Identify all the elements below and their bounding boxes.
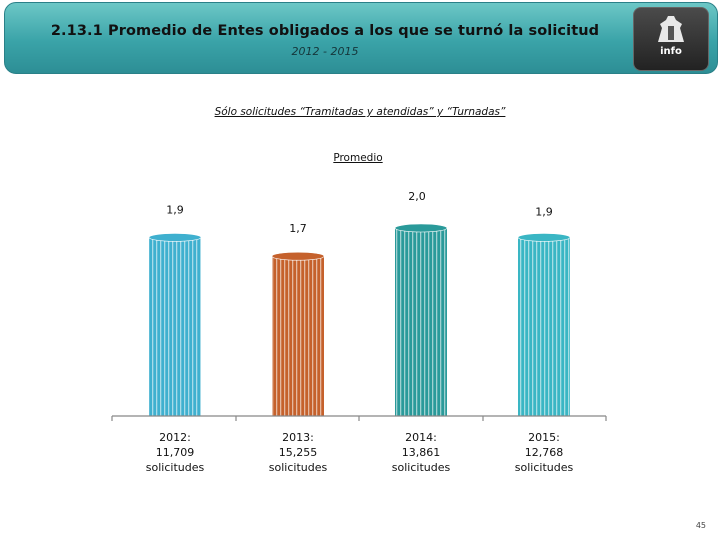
x-tick-label-2-2: solicitudes <box>392 461 451 474</box>
bar-cap-0 <box>148 233 202 242</box>
x-tick-label-1-1: 15,255 <box>279 446 318 459</box>
data-label-1: 1,7 <box>289 222 307 235</box>
x-tick-label-0-1: 11,709 <box>156 446 195 459</box>
x-tick-label-1-2: solicitudes <box>269 461 328 474</box>
data-label-3: 1,9 <box>535 205 553 218</box>
x-tick-label-1-0: 2013: <box>282 431 314 444</box>
bar-3 <box>518 237 570 416</box>
header-banner: 2.13.1 Promedio de Entes obligados a los… <box>4 2 718 74</box>
x-tick-label-2-0: 2014: <box>405 431 437 444</box>
info-logo: info <box>633 7 709 71</box>
page-number: 45 <box>695 521 706 530</box>
x-tick-label-3-2: solicitudes <box>515 461 574 474</box>
bar-cap-1 <box>271 251 325 261</box>
x-tick-label-3-1: 12,768 <box>525 446 564 459</box>
chart-title: Promedio <box>333 152 383 164</box>
page-subtitle: 2012 - 2015 <box>291 45 359 58</box>
data-label-2: 2,0 <box>408 190 426 203</box>
chart-subtitle: Sólo solicitudes “Tramitadas y atendidas… <box>214 106 506 118</box>
x-tick-label-2-1: 13,861 <box>402 446 441 459</box>
x-tick-label-0-2: solicitudes <box>146 461 205 474</box>
data-label-0: 1,9 <box>166 203 184 216</box>
bar-2 <box>395 228 447 416</box>
bar-cap-2 <box>394 223 448 233</box>
bar-1 <box>272 256 324 416</box>
monument-icon <box>658 16 684 42</box>
x-tick-label-0-0: 2012: <box>159 431 191 444</box>
bar-cap-3 <box>517 233 571 242</box>
x-tick-label-3-0: 2015: <box>528 431 560 444</box>
logo-text: info <box>660 46 682 57</box>
page-title: 2.13.1 Promedio de Entes obligados a los… <box>50 23 600 39</box>
bar-0 <box>149 237 201 416</box>
